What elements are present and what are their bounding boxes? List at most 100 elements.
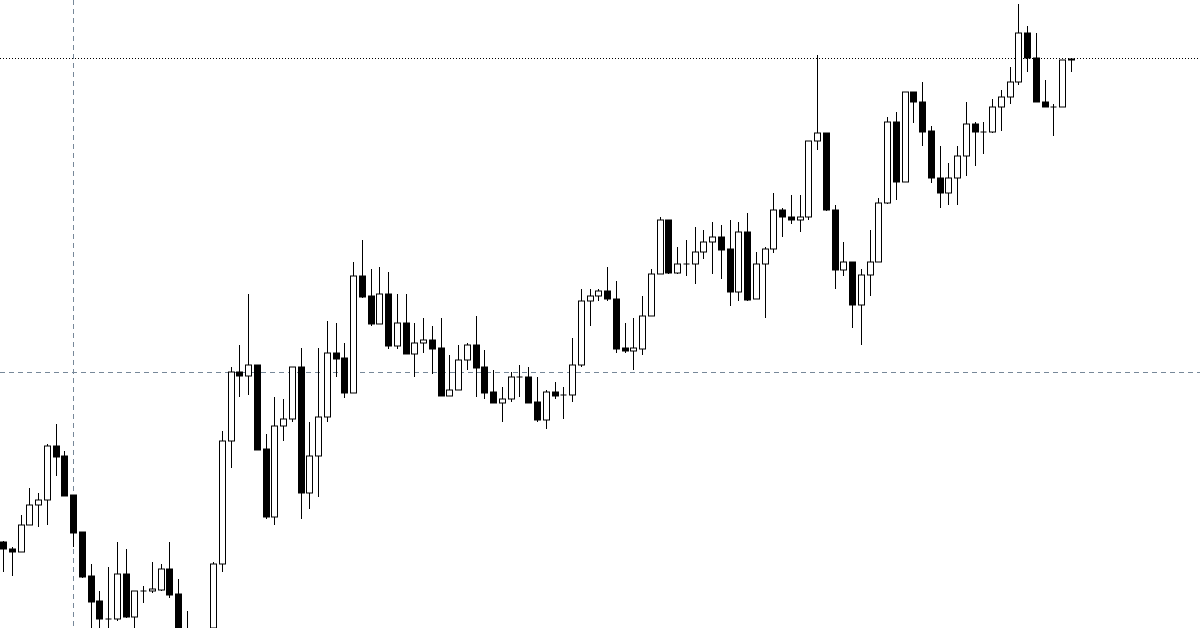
- candle: [481, 350, 488, 399]
- candle-body-bearish: [534, 401, 541, 421]
- candle: [893, 112, 900, 200]
- candle-body-bullish: [18, 524, 25, 553]
- candle-body-bullish: [762, 248, 769, 265]
- candle: [219, 431, 226, 572]
- candle: [61, 451, 68, 497]
- candle: [692, 227, 699, 284]
- candle-body-bearish: [359, 275, 366, 298]
- candle-body-bullish: [394, 322, 401, 347]
- candle-body-bullish: [657, 219, 664, 275]
- candle-body-bearish: [438, 347, 445, 397]
- candle: [96, 591, 103, 628]
- candle: [70, 494, 77, 547]
- candles: [0, 4, 1075, 628]
- candle-body-bullish: [639, 315, 646, 350]
- candle: [289, 366, 296, 422]
- candle: [753, 252, 760, 300]
- candle-body-bullish: [158, 568, 165, 591]
- candle-body-bullish: [753, 263, 760, 300]
- candle: [508, 372, 515, 402]
- candle-body-bearish: [604, 290, 611, 300]
- candle-body-bullish: [840, 261, 847, 271]
- candle: [1015, 4, 1022, 85]
- candle: [657, 217, 664, 275]
- candle-body-bearish: [79, 531, 86, 578]
- candle: [762, 247, 769, 318]
- candle: [35, 493, 42, 527]
- candle-body-bearish: [0, 541, 7, 550]
- candle-body-bullish: [315, 416, 322, 457]
- candle: [149, 562, 156, 593]
- candle: [823, 132, 830, 211]
- candle-body-bullish: [1059, 59, 1066, 108]
- candle: [840, 242, 847, 276]
- candle-body-bullish: [700, 241, 707, 253]
- candle-body-bullish: [271, 425, 278, 518]
- candle: [455, 345, 462, 391]
- candle: [595, 289, 602, 301]
- candle-body-bullish: [280, 418, 287, 427]
- candle-body-bearish: [123, 573, 130, 618]
- candle-body-bullish: [858, 274, 865, 306]
- candle: [788, 195, 795, 224]
- candle: [832, 205, 839, 289]
- candle: [158, 564, 165, 591]
- candle-body-bullish: [569, 364, 576, 396]
- candle-body-bearish: [490, 391, 497, 404]
- candle-body-bearish: [403, 322, 410, 355]
- candle-body-bullish: [35, 499, 42, 506]
- candle: [604, 267, 611, 301]
- candle-body-bullish: [543, 391, 550, 421]
- candle: [438, 318, 445, 397]
- candle: [359, 240, 366, 298]
- candle: [1042, 80, 1049, 108]
- candle-body-bearish: [727, 248, 734, 293]
- candle-body-bullish: [630, 347, 637, 352]
- candle: [254, 364, 261, 451]
- candle-body-bullish: [867, 261, 874, 276]
- candle: [210, 562, 217, 628]
- candle: [228, 367, 235, 468]
- candle-body-bearish: [70, 494, 77, 534]
- candle-body-bullish: [989, 106, 996, 133]
- candle: [18, 515, 25, 553]
- candle-body-bullish: [963, 123, 970, 157]
- candle-body-bullish: [709, 236, 716, 243]
- candle: [744, 213, 751, 301]
- candle-body-bearish: [166, 568, 173, 596]
- candle: [516, 365, 523, 397]
- candle: [928, 126, 935, 183]
- candle-body-bearish: [744, 231, 751, 301]
- candle: [972, 122, 979, 166]
- candle: [1050, 104, 1057, 136]
- candle: [385, 272, 392, 349]
- candle: [727, 220, 734, 306]
- candle-body-bullish: [884, 121, 891, 204]
- candle: [980, 122, 987, 154]
- candle-body-bearish: [53, 445, 60, 458]
- candle-body-bullish: [954, 155, 961, 179]
- candle-body-bullish: [26, 504, 33, 526]
- candle-body-bearish: [665, 219, 672, 274]
- candle-body-bearish: [552, 391, 559, 397]
- candle-body-bearish: [61, 455, 68, 497]
- candle: [735, 222, 742, 301]
- candle: [718, 225, 725, 279]
- candle-body-bearish: [254, 364, 261, 451]
- candle-body-bullish: [210, 563, 217, 628]
- candle: [674, 247, 681, 274]
- candle-body-bullish: [228, 371, 235, 442]
- candle: [411, 323, 418, 377]
- candle: [1007, 67, 1014, 104]
- candle-body-bearish: [919, 101, 926, 133]
- candle-body-bullish: [945, 177, 952, 194]
- candle: [578, 289, 585, 367]
- candle-body-bearish: [718, 236, 725, 251]
- candle-body-bearish: [236, 371, 243, 377]
- candle-body-bullish: [508, 376, 515, 400]
- candle-body-bearish: [972, 123, 979, 133]
- candle-body-bullish: [464, 344, 471, 361]
- candle-body-bearish: [928, 130, 935, 179]
